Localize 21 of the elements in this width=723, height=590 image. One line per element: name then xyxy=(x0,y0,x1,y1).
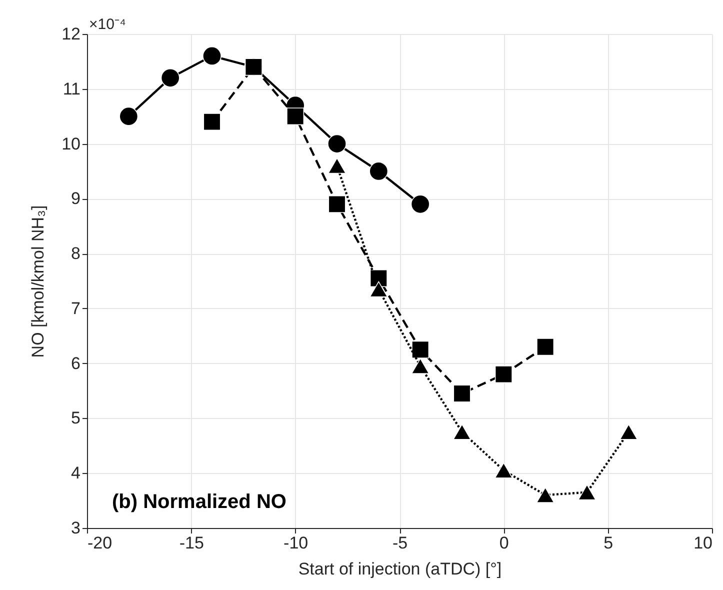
x-tick-label: -10 xyxy=(284,534,308,552)
x-tick-label: -15 xyxy=(179,534,204,552)
y-tick-label: 7 xyxy=(71,298,80,318)
y-tick-label: 8 xyxy=(71,244,80,264)
annotation: (b) Normalized NO xyxy=(112,491,286,513)
y-tick-label: 11 xyxy=(62,79,80,98)
x-axis-title: Start of injection (aTDC) [°] xyxy=(298,560,502,578)
y-tick-label: 9 xyxy=(71,189,80,208)
text: ×10⁻⁴ xyxy=(89,16,126,33)
y-tick-label: 5 xyxy=(71,408,80,428)
y-tick-label: 6 xyxy=(71,354,80,373)
x-tick-label: -5 xyxy=(392,534,408,552)
x-tick-label: 10 xyxy=(694,534,712,552)
y-axis-title: NO [kmol/kmol NH₃] xyxy=(28,205,48,358)
y-tick-label: 12 xyxy=(62,24,80,44)
y-tick-label: 4 xyxy=(71,464,80,483)
x-tick-label: 5 xyxy=(604,534,614,552)
x-tick-label: 0 xyxy=(499,534,509,552)
x-tick-label: -20 xyxy=(88,534,112,552)
y-tick-label: 10 xyxy=(62,134,80,154)
y-tick-label: 3 xyxy=(71,518,80,538)
